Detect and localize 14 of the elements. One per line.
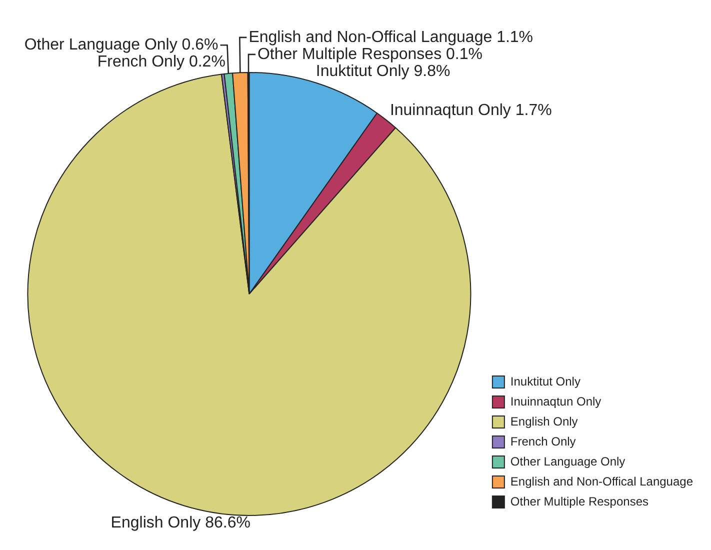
- legend-label: Other Language Only: [510, 454, 626, 468]
- legend-label: English Only: [510, 414, 578, 428]
- category-label: English and Non-Offical Language 1.1%: [248, 28, 534, 46]
- category-label: Inuinnaqtun Only 1.7%: [390, 102, 552, 120]
- category-label: French Only 0.2%: [97, 54, 226, 71]
- legend-label: Inuktitut Only: [510, 374, 580, 388]
- legend-label: French Only: [510, 434, 576, 448]
- category-label: Other Language Only 0.6%: [24, 36, 218, 54]
- legend-label: English and Non-Offical Language: [510, 474, 694, 488]
- category-label: Inuktitut Only 9.8%: [316, 62, 450, 80]
- category-label: English Only 86.6%: [110, 514, 250, 532]
- legend-label: Other Multiple Responses: [510, 494, 649, 508]
- legend-label: Inuinnaqtun Only: [510, 394, 602, 408]
- category-label: Other Multiple Responses 0.1%: [257, 46, 482, 63]
